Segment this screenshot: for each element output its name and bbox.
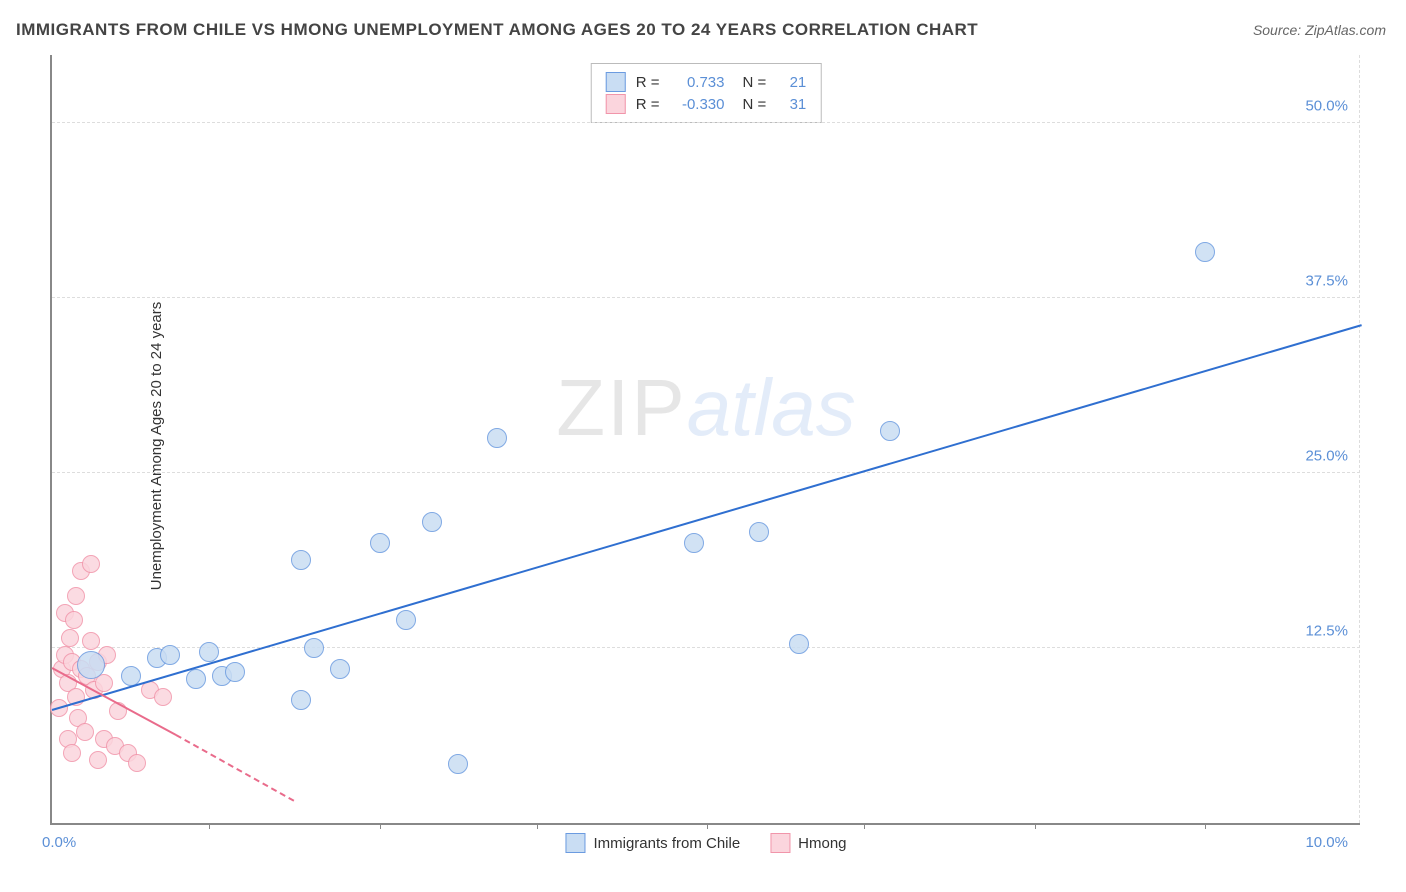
data-point [65, 611, 83, 629]
data-point [77, 651, 105, 679]
gridline [52, 472, 1360, 473]
x-tick-end: 10.0% [1305, 834, 1348, 851]
legend-r-label: R = [636, 96, 660, 113]
legend-r-value: 0.733 [670, 74, 725, 91]
data-point [154, 688, 172, 706]
y-tick-label: 12.5% [1305, 623, 1348, 640]
data-point [82, 555, 100, 573]
chart-title: IMMIGRANTS FROM CHILE VS HMONG UNEMPLOYM… [16, 20, 978, 40]
data-point [160, 645, 180, 665]
data-point [76, 723, 94, 741]
data-point [304, 638, 324, 658]
data-point [63, 744, 81, 762]
data-point [82, 632, 100, 650]
legend-row: R = 0.733 N = 21 [606, 72, 807, 92]
legend-n-label: N = [743, 74, 767, 91]
data-point [1195, 242, 1215, 262]
data-point [67, 587, 85, 605]
correlation-legend: R = 0.733 N = 21 R = -0.330 N = 31 [591, 63, 822, 123]
series-legend: Immigrants from Chile Hmong [565, 833, 846, 853]
data-point [128, 754, 146, 772]
x-tick-mark [707, 823, 708, 829]
data-point [370, 533, 390, 553]
legend-row: R = -0.330 N = 31 [606, 94, 807, 114]
x-tick-mark [864, 823, 865, 829]
gridline [52, 297, 1360, 298]
y-tick-label: 25.0% [1305, 448, 1348, 465]
data-point [789, 634, 809, 654]
data-point [487, 428, 507, 448]
x-tick-mark [1205, 823, 1206, 829]
legend-swatch [770, 833, 790, 853]
data-point [225, 662, 245, 682]
watermark-atlas: atlas [687, 363, 856, 452]
legend-r-value: -0.330 [670, 96, 725, 113]
data-point [684, 533, 704, 553]
x-tick-mark [537, 823, 538, 829]
legend-n-label: N = [743, 96, 767, 113]
data-point [291, 690, 311, 710]
data-point [330, 659, 350, 679]
legend-swatch [606, 94, 626, 114]
data-point [396, 610, 416, 630]
legend-swatch [565, 833, 585, 853]
watermark: ZIPatlas [556, 362, 855, 454]
legend-item: Immigrants from Chile [565, 833, 740, 853]
x-tick-mark [1035, 823, 1036, 829]
legend-r-label: R = [636, 74, 660, 91]
trend-line [52, 324, 1363, 711]
data-point [448, 754, 468, 774]
legend-item: Hmong [770, 833, 846, 853]
x-tick-mark [380, 823, 381, 829]
gridline [52, 122, 1360, 123]
legend-label: Hmong [798, 835, 846, 852]
trend-line [176, 734, 295, 802]
data-point [291, 550, 311, 570]
right-gridline [1359, 55, 1360, 823]
y-tick-label: 50.0% [1305, 98, 1348, 115]
data-point [880, 421, 900, 441]
data-point [199, 642, 219, 662]
data-point [749, 522, 769, 542]
data-point [186, 669, 206, 689]
legend-label: Immigrants from Chile [593, 835, 740, 852]
x-tick-mark [209, 823, 210, 829]
plot-area: ZIPatlas R =0.733N =21R =-0.330N =31 0.0… [50, 55, 1360, 825]
legend-n-value: 31 [776, 96, 806, 113]
y-tick-label: 37.5% [1305, 273, 1348, 290]
gridline [52, 647, 1360, 648]
data-point [422, 512, 442, 532]
data-point [89, 751, 107, 769]
watermark-zip: ZIP [556, 363, 686, 452]
x-tick-origin: 0.0% [42, 834, 76, 851]
legend-swatch [606, 72, 626, 92]
source-label: Source: ZipAtlas.com [1253, 22, 1386, 38]
legend-n-value: 21 [776, 74, 806, 91]
data-point [61, 629, 79, 647]
